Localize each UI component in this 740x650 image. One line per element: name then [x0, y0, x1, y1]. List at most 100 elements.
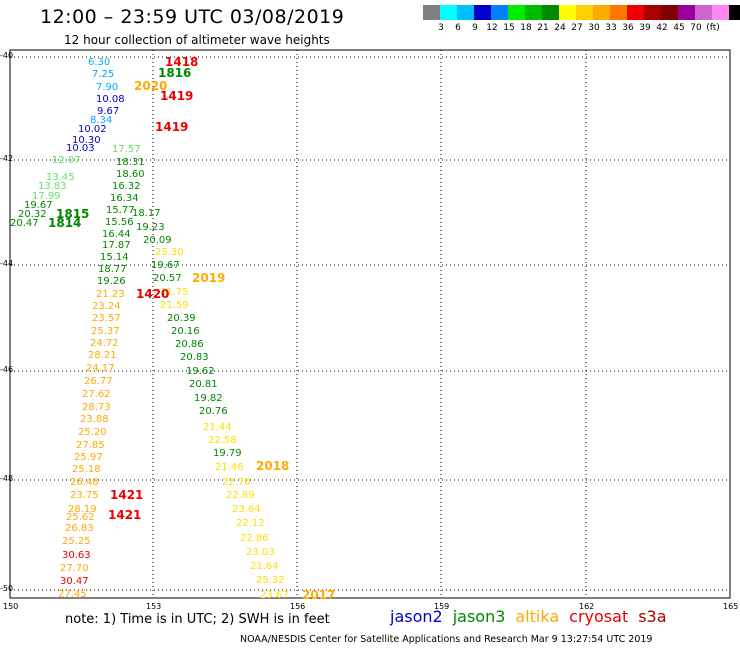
wave-height-value: 24.72 — [90, 338, 119, 349]
wave-height-value: 20.39 — [167, 313, 196, 324]
wave-height-value: 19.67 — [151, 260, 180, 271]
pass-time-label: 1418 — [165, 55, 198, 69]
wave-height-value: 22.89 — [226, 490, 255, 501]
wave-height-value: 20.76 — [199, 406, 228, 417]
legend-label: 33 — [605, 23, 617, 33]
wave-height-value: 22.58 — [208, 435, 237, 446]
wave-height-value: 15.77 — [106, 205, 135, 216]
wave-height-value: 19.62 — [186, 366, 215, 377]
legend-swatch — [508, 5, 525, 20]
wave-height-value: 27.45 — [58, 589, 87, 600]
wave-height-value: 25.32 — [256, 575, 285, 586]
wave-height-value: 21.64 — [250, 561, 279, 572]
legend-swatch — [576, 5, 593, 20]
map-frame — [9, 49, 731, 599]
wave-height-value: 6.30 — [88, 57, 110, 68]
wave-height-value: 23.67 — [260, 590, 289, 601]
legend-swatch — [491, 5, 508, 20]
pass-time-label: 1419 — [155, 120, 188, 134]
wave-height-value: 15.14 — [100, 252, 129, 263]
legend-swatch — [474, 5, 491, 20]
wave-height-value: 27.85 — [76, 440, 105, 451]
legend-label: 30 — [588, 23, 600, 33]
wave-height-value: 19.82 — [194, 393, 223, 404]
wave-height-value: 21.44 — [203, 422, 232, 433]
wave-height-value: 20.57 — [153, 273, 182, 284]
satellite-altika: altika — [515, 607, 560, 626]
pass-time-label: 2020 — [134, 79, 167, 93]
wave-height-value: 19.26 — [97, 276, 126, 287]
page-title: 12:00 – 23:59 UTC 03/08/2019 — [40, 6, 345, 28]
wave-height-value: 25.18 — [72, 464, 101, 475]
satellite-legend: jason2 jason3 altika cryosat s3a — [390, 607, 677, 626]
page-subtitle: 12 hour collection of altimeter wave hei… — [64, 33, 330, 47]
latitude-label: -40 — [0, 51, 14, 60]
legend-swatch — [695, 5, 712, 20]
wave-height-value: 19.67 — [24, 200, 53, 211]
pass-time-label: 1419 — [160, 89, 193, 103]
wave-height-value: 22.70 — [222, 477, 251, 488]
wave-height-value: 10.03 — [66, 143, 95, 154]
legend-swatch — [457, 5, 474, 20]
wave-height-value: 16.34 — [110, 193, 139, 204]
wave-height-value: 18.77 — [98, 264, 127, 275]
wave-height-value: 30.47 — [60, 576, 89, 587]
satellite-jason2: jason2 — [390, 607, 443, 626]
legend-swatch — [525, 5, 542, 20]
legend-label: 45 — [673, 23, 685, 33]
wave-height-value: 17.87 — [102, 240, 131, 251]
longitude-label: 156 — [290, 602, 306, 611]
legend-label: 6 — [455, 23, 461, 33]
map-grid — [9, 49, 731, 599]
wave-height-value: 23.57 — [92, 313, 121, 324]
wave-height-value: 25.37 — [91, 326, 120, 337]
pass-time-label: 2018 — [256, 459, 289, 473]
longitude-label: 159 — [434, 602, 450, 611]
wave-height-value: 25.25 — [62, 536, 91, 547]
wave-height-value: 21.75 — [160, 287, 189, 298]
legend-swatch — [542, 5, 559, 20]
wave-height-value: 28.73 — [82, 402, 111, 413]
wave-height-value: 25.20 — [78, 427, 107, 438]
pass-time-label: 1816 — [158, 66, 191, 80]
wave-height-value: 23.88 — [80, 414, 109, 425]
legend-swatch — [593, 5, 610, 20]
legend-label: 24 — [554, 23, 566, 33]
legend-swatch — [559, 5, 576, 20]
legend-label: 42 — [656, 23, 668, 33]
wave-height-value: 7.90 — [96, 82, 118, 93]
wave-height-value: 13.45 — [46, 172, 75, 183]
wave-height-value: 7.25 — [92, 69, 114, 80]
wave-height-value: 24.17 — [86, 363, 115, 374]
wave-height-value: 17.57 — [112, 144, 141, 155]
wave-height-value: 23.03 — [246, 547, 275, 558]
wave-height-value: 9.67 — [97, 106, 119, 117]
wave-height-value: 19.79 — [213, 448, 242, 459]
wave-height-value: 15.56 — [105, 217, 134, 228]
latitude-label: -42 — [0, 154, 14, 163]
legend-swatch — [644, 5, 661, 20]
latitude-label: -44 — [0, 259, 14, 268]
legend-label: 12 — [486, 23, 498, 33]
wave-height-value: 23.24 — [92, 301, 121, 312]
wave-height-value: 21.59 — [160, 300, 189, 311]
wave-height-value: 25.97 — [74, 452, 103, 463]
longitude-label: 162 — [579, 602, 595, 611]
legend-label: 27 — [571, 23, 583, 33]
longitude-label: 153 — [146, 602, 162, 611]
wave-height-value: 18.17 — [132, 208, 161, 219]
pass-time-label: 1420 — [136, 287, 169, 301]
wave-height-value: 16.32 — [112, 181, 141, 192]
legend-swatch — [627, 5, 644, 20]
legend-swatch — [440, 5, 457, 20]
wave-height-value: 22.86 — [240, 533, 269, 544]
legend-swatch — [661, 5, 678, 20]
note-text: note: 1) Time is in UTC; 2) SWH is in fe… — [65, 612, 330, 627]
wave-height-value: 20.16 — [171, 326, 200, 337]
wave-height-value: 27.70 — [60, 563, 89, 574]
wave-height-value: 8.34 — [90, 115, 112, 126]
wave-height-value: 10.02 — [78, 124, 107, 135]
footer-credit: NOAA/NESDIS Center for Satellite Applica… — [240, 634, 653, 645]
wave-height-value: 28.19 — [68, 504, 97, 515]
legend-label: (ft) — [706, 23, 720, 33]
